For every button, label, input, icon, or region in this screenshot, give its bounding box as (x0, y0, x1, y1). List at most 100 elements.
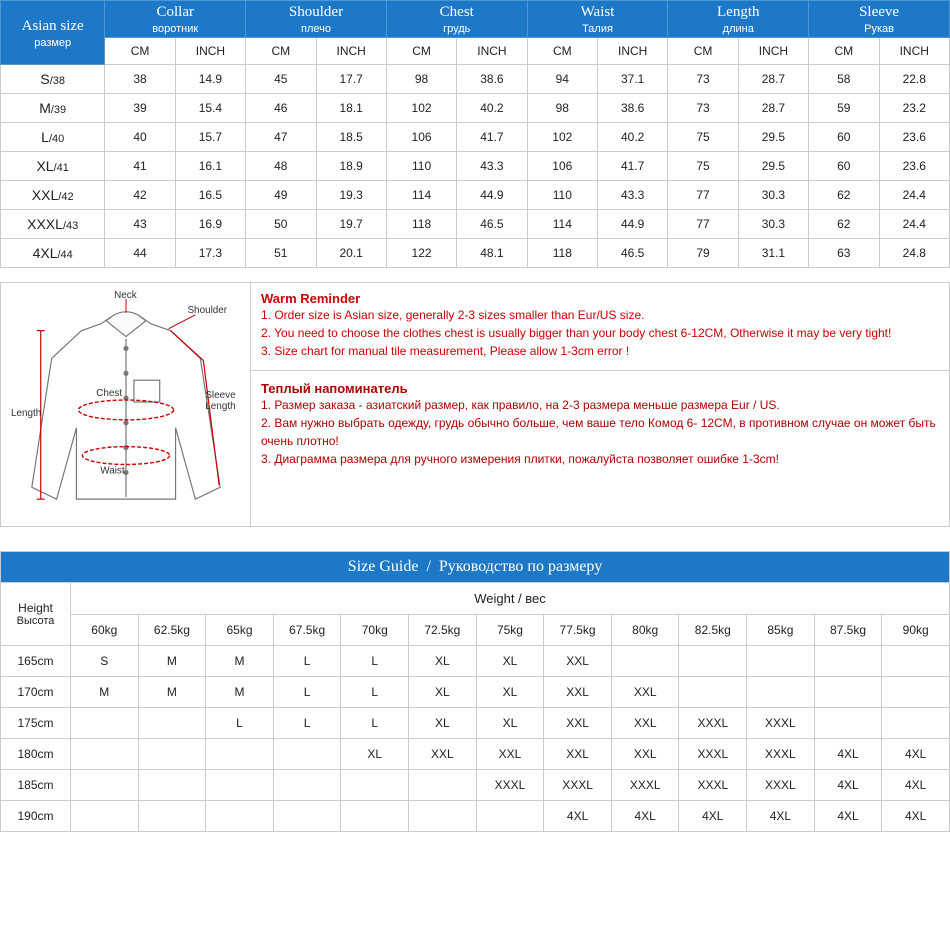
guide-cell (206, 739, 274, 770)
size-value: 18.9 (316, 152, 386, 181)
size-value: 17.3 (175, 239, 245, 268)
guide-cell (814, 708, 882, 739)
warm-line-en: 3. Size chart for manual tile measuremen… (261, 342, 939, 360)
guide-cell: S (71, 646, 139, 677)
guide-cell (71, 770, 139, 801)
size-value: 75 (668, 123, 738, 152)
size-value: 19.7 (316, 210, 386, 239)
warm-line-ru: 3. Диаграмма размера для ручного измерен… (261, 450, 939, 468)
weight-col: 87.5kg (814, 615, 882, 646)
warm-line-ru: 2. Вам нужно выбрать одежду, грудь обычн… (261, 414, 939, 450)
warm-reminder-title-en: Warm Reminder (261, 291, 939, 306)
size-value: 118 (386, 210, 456, 239)
size-value: 118 (527, 239, 597, 268)
size-value: 44 (105, 239, 175, 268)
guide-cell: XXXL (747, 739, 815, 770)
size-value: 60 (809, 152, 879, 181)
size-value: 38.6 (457, 65, 527, 94)
guide-cell: XXXL (679, 770, 747, 801)
size-value: 30.3 (738, 181, 808, 210)
size-value: 41.7 (598, 152, 668, 181)
weight-col: 82.5kg (679, 615, 747, 646)
size-value: 43 (105, 210, 175, 239)
guide-cell: 4XL (882, 801, 950, 832)
size-value: 50 (246, 210, 316, 239)
size-value: 110 (527, 181, 597, 210)
guide-cell (341, 801, 409, 832)
size-value: 110 (386, 152, 456, 181)
guide-cell: XXL (611, 708, 679, 739)
guide-cell: XXL (611, 739, 679, 770)
diagram-label-length: Length (11, 408, 41, 419)
size-guide-title-en: Size Guide (348, 558, 419, 575)
guide-cell: XXL (409, 739, 477, 770)
size-value: 14.9 (175, 65, 245, 94)
guide-cell (71, 739, 139, 770)
guide-cell: XXL (544, 646, 612, 677)
sizechart-unit: CM (246, 38, 316, 65)
size-value: 46.5 (457, 210, 527, 239)
sizechart-unit: CM (105, 38, 175, 65)
size-value: 102 (386, 94, 456, 123)
size-value: 15.7 (175, 123, 245, 152)
reminder-block: Neck Shoulder Chest Waist Length SleeveL… (0, 282, 950, 527)
sizechart-header-6: SleeveРукав (809, 1, 950, 38)
guide-cell (882, 708, 950, 739)
size-label: L/40 (1, 123, 105, 152)
height-header: Height Высота (1, 583, 71, 646)
height-row: 190cm (1, 801, 71, 832)
guide-cell (747, 677, 815, 708)
size-label: S/38 (1, 65, 105, 94)
guide-cell: L (341, 677, 409, 708)
warm-reminder-title-ru: Теплый напоминатель (261, 381, 939, 396)
size-value: 102 (527, 123, 597, 152)
height-row: 180cm (1, 739, 71, 770)
size-value: 15.4 (175, 94, 245, 123)
guide-cell: XXL (544, 677, 612, 708)
guide-cell (409, 801, 477, 832)
guide-cell: XXXL (611, 770, 679, 801)
size-label: M/39 (1, 94, 105, 123)
size-value: 18.5 (316, 123, 386, 152)
size-value: 75 (668, 152, 738, 181)
weight-col: 90kg (882, 615, 950, 646)
sizechart-unit: INCH (316, 38, 386, 65)
height-row: 175cm (1, 708, 71, 739)
size-value: 28.7 (738, 65, 808, 94)
size-value: 24.4 (879, 210, 950, 239)
size-guide-table: Height Высота Weight / вес 60kg62.5kg65k… (0, 582, 950, 832)
size-value: 62 (809, 181, 879, 210)
size-label: XXXL/43 (1, 210, 105, 239)
size-value: 46.5 (598, 239, 668, 268)
guide-cell (814, 677, 882, 708)
guide-cell: XXXL (679, 739, 747, 770)
size-value: 44.9 (598, 210, 668, 239)
guide-cell: XL (409, 646, 477, 677)
diagram-label-shoulder: Shoulder (187, 305, 227, 316)
size-value: 23.6 (879, 123, 950, 152)
size-value: 106 (386, 123, 456, 152)
size-value: 73 (668, 65, 738, 94)
weight-col: 75kg (476, 615, 544, 646)
guide-cell: XXL (544, 708, 612, 739)
guide-cell (611, 646, 679, 677)
size-value: 45 (246, 65, 316, 94)
sizechart-unit: INCH (879, 38, 950, 65)
guide-cell (814, 646, 882, 677)
guide-cell (679, 677, 747, 708)
size-value: 16.1 (175, 152, 245, 181)
guide-cell (71, 708, 139, 739)
guide-cell: L (273, 708, 341, 739)
size-value: 77 (668, 181, 738, 210)
size-value: 42 (105, 181, 175, 210)
guide-cell: XL (409, 677, 477, 708)
size-value: 59 (809, 94, 879, 123)
size-value: 28.7 (738, 94, 808, 123)
guide-cell: XXL (476, 739, 544, 770)
sizechart-header-4: WaistТалия (527, 1, 668, 38)
guide-cell: 4XL (882, 770, 950, 801)
guide-cell: XL (476, 646, 544, 677)
size-label: 4XL/44 (1, 239, 105, 268)
guide-cell: L (273, 677, 341, 708)
guide-cell: L (273, 646, 341, 677)
